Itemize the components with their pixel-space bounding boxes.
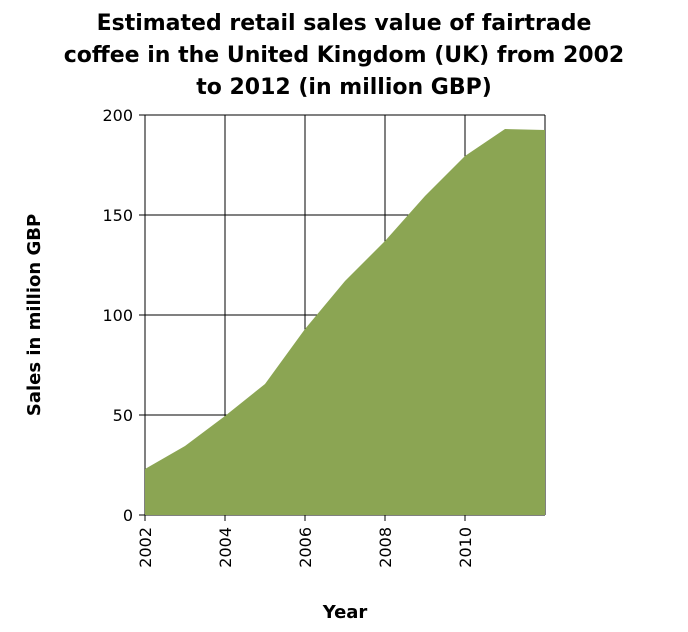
chart-title: Estimated retail sales value of fairtrad… (64, 11, 624, 100)
x-tick-label: 2008 (376, 527, 395, 568)
axis-ticks (139, 114, 466, 521)
x-tick-label: 2010 (456, 527, 475, 568)
y-tick-label: 0 (123, 506, 133, 525)
y-tick-label: 150 (102, 206, 133, 225)
area-series (144, 128, 546, 515)
chart-title-line-1: Estimated retail sales value of fairtrad… (97, 11, 592, 36)
x-axis-tick-labels: 2002 2004 2006 2008 2010 (136, 527, 475, 568)
x-tick-label: 2006 (296, 527, 315, 568)
x-axis-title: Year (322, 602, 368, 623)
chart-title-line-3: to 2012 (in million GBP) (196, 75, 492, 100)
y-axis-tick-labels: 0 50 100 150 200 (102, 106, 133, 525)
y-tick-label: 200 (102, 106, 133, 125)
chart-title-line-2: coffee in the United Kingdom (UK) from 2… (64, 43, 624, 68)
x-tick-label: 2004 (216, 527, 235, 568)
y-axis-title: Sales in million GBP (24, 214, 45, 416)
area-fill (145, 129, 545, 515)
x-tick-label: 2002 (136, 527, 155, 568)
y-tick-label: 50 (113, 406, 133, 425)
y-tick-label: 100 (102, 306, 133, 325)
